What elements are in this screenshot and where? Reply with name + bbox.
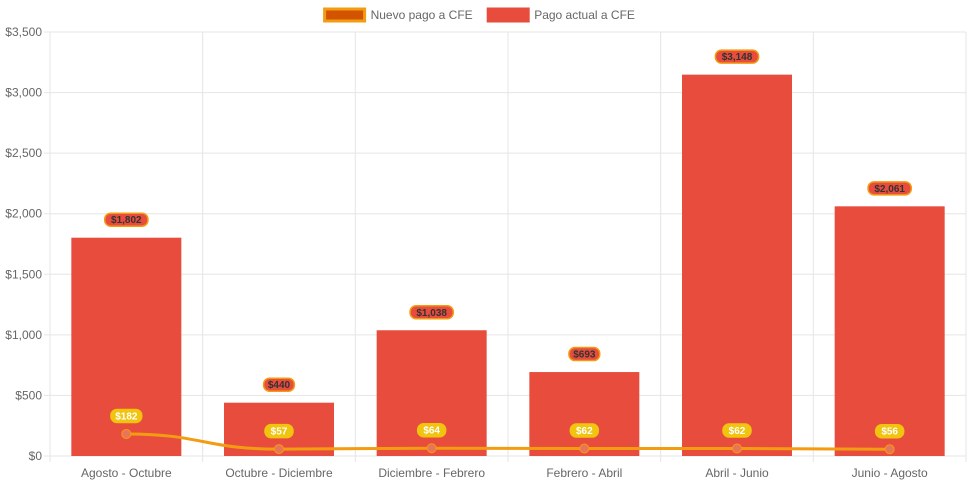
legend-swatch [323,7,367,23]
line-data-label-bg [722,423,752,438]
bar-data-label-bg [103,212,149,227]
bar-data-label: $440 [262,377,296,392]
x-tick-label: Junio - Agosto [852,466,928,480]
bar-data-label-text: $1,038 [416,308,447,319]
bar-data-label-text: $1,802 [111,215,142,226]
line-data-label: $56 [874,423,905,439]
line-point [274,444,284,455]
y-tick-label: $2,500 [5,146,42,160]
bar-data-label-text: $3,148 [722,52,753,63]
line-data-label: $62 [722,423,752,438]
bar-data-label: $3,148 [714,49,760,64]
line-data-label: $62 [569,423,600,438]
line-point [884,444,895,455]
bar [71,237,182,456]
legend-label: Pago actual a CFE [534,8,635,22]
bar-data-label-bg [409,305,455,320]
bar [682,74,792,457]
legend-item: Nuevo pago a CFE [323,7,473,23]
bar-data-label: $1,038 [409,305,455,320]
bar-data-label-bg [568,346,601,362]
line-data-label-text: $62 [729,426,746,437]
y-tick-label: $500 [15,388,42,402]
x-tick-label: Agosto - Octubre [81,466,172,480]
bar-data-label-text: $440 [268,380,291,391]
y-tick-label: $0 [29,449,43,463]
y-tick-label: $2,000 [5,207,42,221]
y-tick-label: $3,000 [5,86,42,100]
bar-data-label-bg [867,181,913,196]
bar [834,206,945,456]
bar-data-label: $2,061 [867,181,913,196]
legend-label: Nuevo pago a CFE [371,8,473,22]
bar-data-label-text: $693 [573,350,596,361]
legend-item: Pago actual a CFE [486,7,635,23]
line-data-label-bg [416,422,447,438]
legend: Nuevo pago a CFE Pago actual a CFE [323,7,635,23]
line-data-label-text: $56 [881,427,898,438]
line-path [126,432,890,451]
line-point [121,428,132,439]
y-tick-label: $3,500 [5,25,42,39]
line-data-label-bg [569,423,600,438]
bar-data-label-text: $2,061 [874,184,905,195]
x-axis: Agosto - Octubre Octubre - Diciembre Dicie… [81,466,928,480]
line-data-label: $182 [110,408,143,424]
x-tick-label: Abril - Junio [705,466,769,480]
line-data-label-text: $62 [576,426,593,437]
x-tick-label: Febrero - Abril [546,466,622,480]
line-data-label-bg [874,423,905,439]
y-tick-label: $1,500 [5,267,42,281]
line-point [579,443,590,454]
line-point [426,443,437,454]
bar-data-label: $1,802 [103,212,149,227]
legend-swatch [486,7,530,23]
bar-data-label-bg [714,49,760,64]
data-labels: $1,802 $440 $1,038 $693 $3,148 $2,061 $182 $57 $… [103,49,913,439]
line-data-label-bg [110,408,143,424]
line-data-label: $64 [416,422,447,438]
y-tick-label: $1,000 [5,328,42,342]
bar [529,372,640,456]
line-point [732,443,742,454]
line-data-label-text: $64 [423,426,440,437]
line-data-label-text: $182 [115,411,138,422]
line-series [121,428,895,455]
bar-data-label-bg [262,377,296,392]
grid [44,31,967,462]
x-tick-label: Diciembre - Febrero [378,466,485,480]
x-tick-label: Octubre - Diciembre [225,466,333,480]
line-data-label: $57 [264,423,294,439]
line-data-label-bg [264,423,294,439]
y-axis: $0 $500 $1,000 $1,500 $2,000 $2,500 $3,000 $3,5… [5,25,42,463]
bar-data-label: $693 [568,346,601,362]
line-data-label-text: $57 [271,427,288,438]
